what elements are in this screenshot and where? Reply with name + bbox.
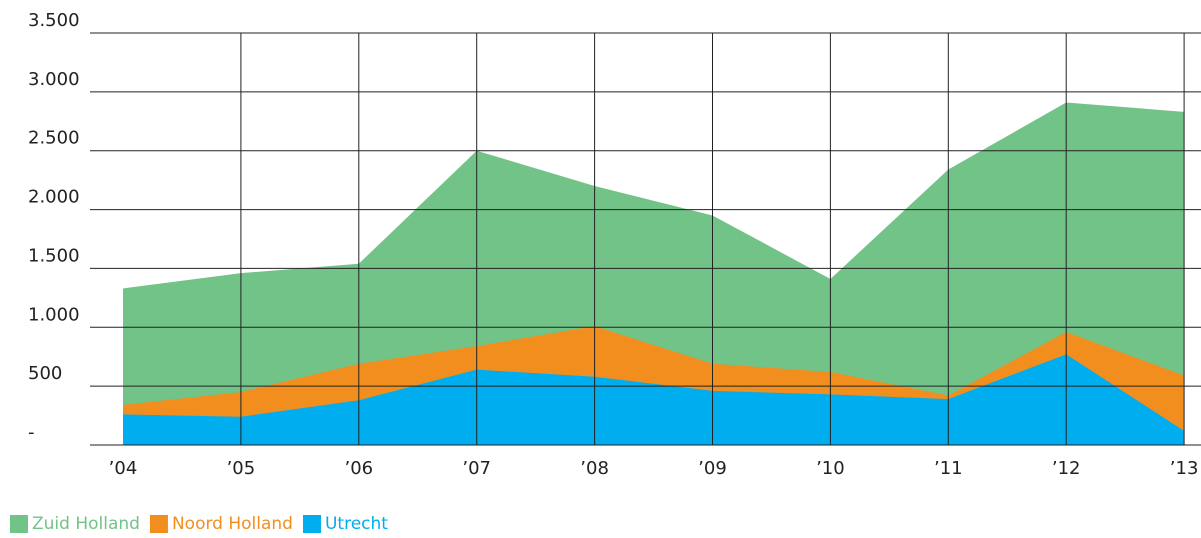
legend: Zuid Holland Noord Holland Utrecht: [10, 514, 388, 534]
y-tick-label: -: [28, 422, 35, 443]
x-tick-label: ’12: [1052, 458, 1081, 479]
y-tick-label: 1.000: [28, 304, 80, 325]
x-tick-label: ’04: [109, 458, 138, 479]
y-tick-label: 2.000: [28, 187, 80, 208]
legend-label: Noord Holland: [172, 514, 293, 534]
x-tick-label: ’06: [344, 458, 373, 479]
area: [123, 354, 1185, 445]
legend-swatch: [149, 515, 168, 533]
y-tick-label: 1.500: [28, 245, 80, 266]
x-tick-label: ’05: [227, 458, 256, 479]
y-tick-label: 500: [28, 363, 62, 384]
legend-label: Utrecht: [325, 514, 388, 534]
y-tick-label: 3.000: [28, 69, 80, 90]
y-tick-label: 3.500: [28, 10, 80, 31]
x-tick-label: ’13: [1170, 458, 1199, 479]
x-tick-label: ’09: [698, 458, 727, 479]
x-tick-label: ’11: [934, 458, 963, 479]
x-tick-label: ’10: [816, 458, 845, 479]
y-tick-label: 2.500: [28, 128, 80, 149]
legend-label: Zuid Holland: [32, 514, 140, 534]
legend-swatch: [10, 515, 28, 533]
legend-swatch: [302, 515, 321, 533]
x-tick-label: ’08: [580, 458, 609, 479]
x-tick-label: ’07: [462, 458, 491, 479]
